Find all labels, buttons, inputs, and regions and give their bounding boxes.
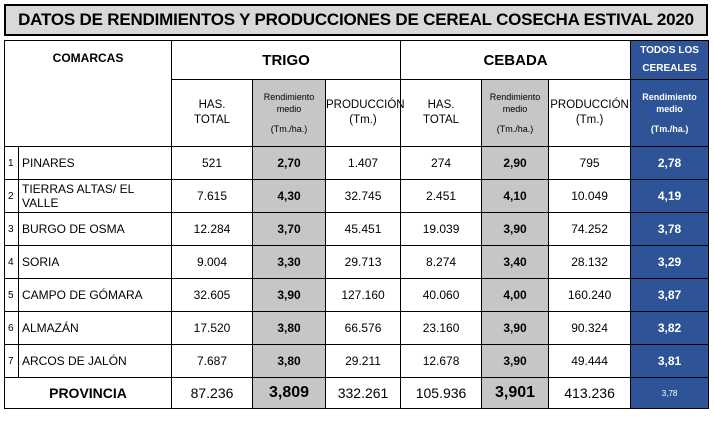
provincia-label: PROVINCIA [3, 377, 173, 409]
table-row: 4 SORIA 9.004 3,30 29.713 8.274 3,40 28.132 3,29 [4, 245, 710, 279]
row-number: 6 [4, 311, 19, 345]
table-row: 5 CAMPO DE GÓMARA 32.605 3,90 127.160 40.060 4… [4, 278, 710, 312]
todos-rend: 2,78 [630, 146, 710, 180]
comarca-name: ALMAZÁN [18, 311, 173, 345]
total-trigo-rend: 3,809 [252, 377, 327, 409]
cebada-rend: 2,90 [481, 146, 550, 180]
trigo-prod: 29.211 [325, 344, 402, 378]
trigo-has: 7.615 [171, 179, 254, 213]
cebada-prod: 10.049 [548, 179, 632, 213]
table-title: DATOS DE RENDIMIENTOS Y PRODUCCIONES DE … [4, 4, 708, 36]
total-cebada-has: 105.936 [400, 377, 483, 409]
comarca-name: BURGO DE OSMA [18, 212, 173, 246]
trigo-prod: 29.713 [325, 245, 402, 279]
todos-rend: 3,87 [630, 278, 710, 312]
trigo-rend: 3,70 [252, 212, 327, 246]
trigo-prod: 66.576 [325, 311, 402, 345]
table-row: 1 PINARES 521 2,70 1.407 274 2,90 795 2,78 [4, 146, 710, 180]
table-row: 2 TIERRAS ALTAS/ EL VALLE 7.615 4,30 32.745 2… [4, 179, 710, 213]
todos-rend: 3,78 [630, 212, 710, 246]
cebada-prod: 49.444 [548, 344, 632, 378]
trigo-prod: 45.451 [325, 212, 402, 246]
trigo-prod-header: PRODUCCIÓN (Tm.) [325, 79, 405, 147]
row-number: 5 [4, 278, 19, 312]
cebada-has: 2.451 [400, 179, 483, 213]
trigo-has: 9.004 [171, 245, 254, 279]
cebada-prod: 28.132 [548, 245, 632, 279]
cebada-has: 12.678 [400, 344, 483, 378]
cebada-rend: 3,90 [481, 212, 550, 246]
trigo-has: 32.605 [171, 278, 254, 312]
todos-cereales-header: TODOS LOS CEREALES [630, 40, 710, 80]
cebada-prod: 160.240 [548, 278, 632, 312]
table-row: 6 ALMAZÁN 17.520 3,80 66.576 23.160 3,90 90.324… [4, 311, 710, 345]
trigo-rend: 3,90 [252, 278, 327, 312]
row-number: 7 [4, 344, 19, 378]
cebada-rend-header: Rendimiento medio (Tm./ha.) [481, 79, 550, 147]
cereal-yield-table: COMARCAS TRIGO CEBADA TODOS LOS CEREALES … [3, 40, 710, 409]
comarca-name: PINARES [18, 146, 173, 180]
trigo-header: TRIGO [171, 40, 402, 80]
trigo-rend: 3,80 [252, 344, 327, 378]
cebada-rend: 4,00 [481, 278, 550, 312]
todos-rend-header: Rendimiento medio (Tm./ha.) [630, 79, 710, 147]
trigo-rend-header: Rendimiento medio (Tm./ha.) [252, 79, 327, 147]
cebada-has: 8.274 [400, 245, 483, 279]
comarca-name: ARCOS DE JALÓN [18, 344, 173, 378]
cebada-rend: 3,40 [481, 245, 550, 279]
cebada-prod: 90.324 [548, 311, 632, 345]
comarcas-header: COMARCAS [3, 40, 173, 147]
row-number: 1 [4, 146, 19, 180]
cebada-rend: 4,10 [481, 179, 550, 213]
row-number: 4 [4, 245, 19, 279]
trigo-has: 7.687 [171, 344, 254, 378]
total-trigo-prod: 332.261 [325, 377, 402, 409]
cebada-has: 19.039 [400, 212, 483, 246]
table-row: 3 BURGO DE OSMA 12.284 3,70 45.451 19.039 3,90… [4, 212, 710, 246]
comarca-name: SORIA [18, 245, 173, 279]
trigo-rend: 3,30 [252, 245, 327, 279]
trigo-has: 521 [171, 146, 254, 180]
cebada-has: 40.060 [400, 278, 483, 312]
cebada-header: CEBADA [400, 40, 632, 80]
cebada-has: 274 [400, 146, 483, 180]
cebada-prod: 795 [548, 146, 632, 180]
row-number: 2 [4, 179, 19, 213]
trigo-prod: 1.407 [325, 146, 402, 180]
cebada-rend: 3,90 [481, 344, 550, 378]
trigo-rend: 4,30 [252, 179, 327, 213]
todos-rend: 4,19 [630, 179, 710, 213]
provincia-total-row: PROVINCIA 87.236 3,809 332.261 105.936 3… [3, 377, 710, 409]
comarca-name: TIERRAS ALTAS/ EL VALLE [18, 179, 173, 213]
todos-rend: 3,81 [630, 344, 710, 378]
trigo-has-header: HAS. TOTAL [171, 79, 254, 147]
table-row: 7 ARCOS DE JALÓN 7.687 3,80 29.211 12.678 3,90… [4, 344, 710, 378]
trigo-has: 17.520 [171, 311, 254, 345]
cebada-prod-header: PRODUCCIÓN (Tm.) [548, 79, 632, 147]
trigo-rend: 3,80 [252, 311, 327, 345]
cebada-has-header: HAS. TOTAL [400, 79, 483, 147]
todos-rend: 3,29 [630, 245, 710, 279]
trigo-prod: 32.745 [325, 179, 402, 213]
row-number: 3 [4, 212, 19, 246]
total-trigo-has: 87.236 [171, 377, 254, 409]
total-cebada-rend: 3,901 [481, 377, 550, 409]
todos-rend: 3,82 [630, 311, 710, 345]
total-cebada-prod: 413.236 [548, 377, 632, 409]
comarca-name: CAMPO DE GÓMARA [18, 278, 173, 312]
trigo-has: 12.284 [171, 212, 254, 246]
cebada-prod: 74.252 [548, 212, 632, 246]
cebada-has: 23.160 [400, 311, 483, 345]
cebada-rend: 3,90 [481, 311, 550, 345]
trigo-rend: 2,70 [252, 146, 327, 180]
trigo-prod: 127.160 [325, 278, 402, 312]
total-all-rend: 3,78 [630, 377, 710, 409]
